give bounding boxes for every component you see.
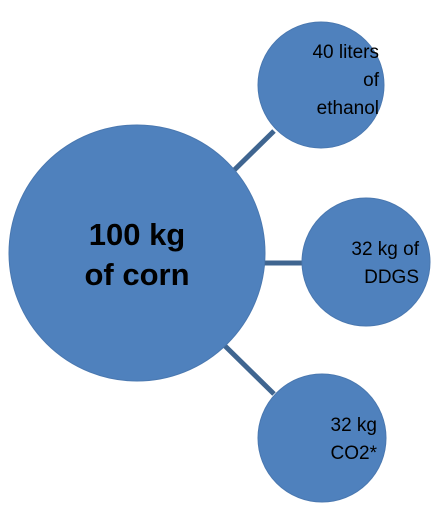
connector <box>220 341 276 396</box>
node-label: of corn <box>84 257 189 292</box>
node-label: 100 kg <box>89 217 186 252</box>
node-label: DDGS <box>364 267 419 288</box>
node-label: of <box>363 70 380 91</box>
source-node <box>8 124 266 382</box>
node-label: 32 kg of <box>351 239 419 260</box>
node-label: ethanol <box>317 98 379 119</box>
node-label: CO2* <box>331 443 378 464</box>
node-label: 40 liters <box>312 42 379 63</box>
output-node <box>257 373 387 503</box>
node-label: 32 kg <box>331 415 377 436</box>
output-node <box>257 21 385 149</box>
output-node <box>301 197 431 327</box>
